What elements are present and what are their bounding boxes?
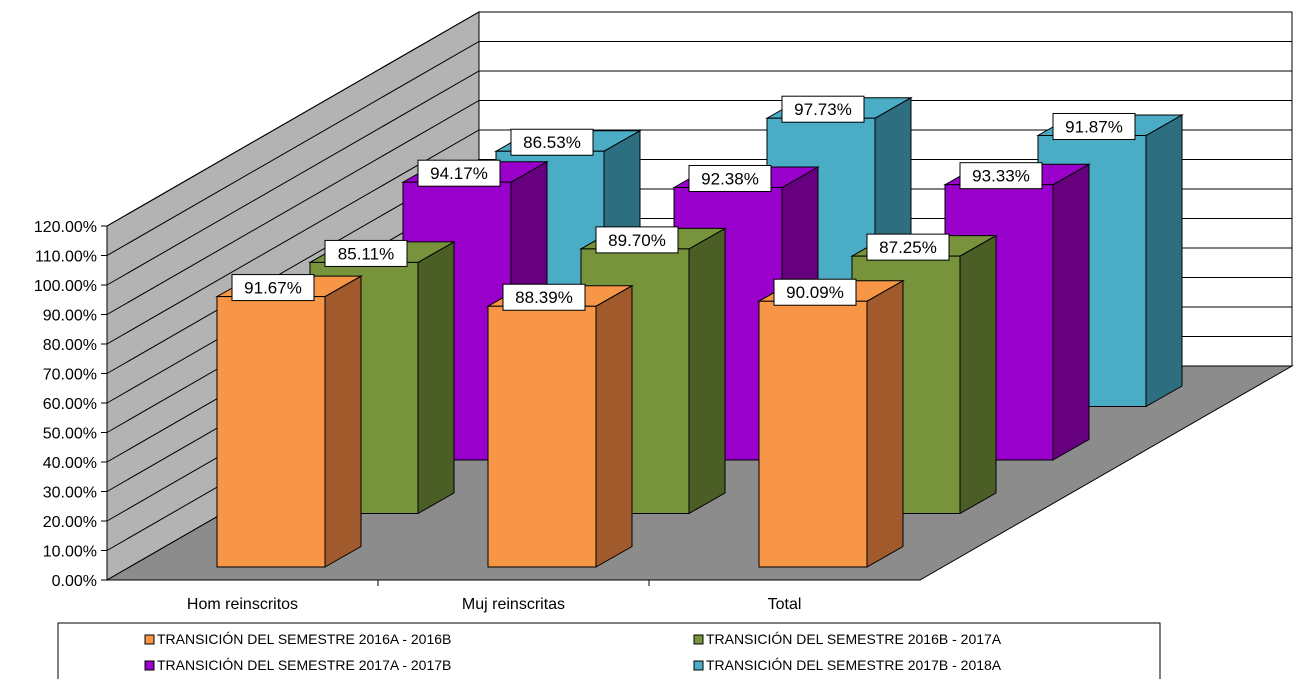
data-label-box [688,164,772,192]
bar-side [595,284,633,568]
legend-swatch [693,660,704,671]
data-label: 94.17% [417,159,501,187]
bar [757,279,905,568]
data-label-text: 91.87% [1065,117,1123,136]
x-tick-label: Hom reinscritos [187,596,298,613]
data-label-text: 87.25% [879,238,937,257]
data-label: 85.11% [324,239,408,267]
y-tick-label: 30.00% [43,485,97,502]
data-label-box [417,159,501,187]
y-tick-label: 0.00% [52,573,97,590]
bars: 86.53% 97.73% 91.87% 94.17% 92.38% 93.33% 85.1… [215,95,1184,568]
data-label-text: 89.70% [608,231,666,250]
legend-label: TRANSICIÓN DEL SEMESTRE 2017A - 2017B [157,657,451,673]
data-label-text: 92.38% [701,169,759,188]
gridline [106,129,1292,345]
legend-item: TRANSICIÓN DEL SEMESTRE 2016B - 2017A [693,631,1002,647]
bar-front [216,296,326,568]
y-tick-label: 70.00% [43,367,97,384]
bar-side [959,234,997,515]
y-tick-label: 100.00% [34,278,97,295]
y-tick-label: 80.00% [43,337,97,354]
y-tick-label: 110.00% [35,249,97,266]
bar [486,284,634,568]
y-tick-label: 20.00% [43,514,97,531]
bar [215,275,363,568]
y-tick-label: 90.00% [43,308,97,325]
data-label: 91.87% [1052,112,1136,140]
data-label: 91.67% [231,274,315,302]
legend-label: TRANSICIÓN DEL SEMESTRE 2017B - 2018A [706,657,1002,673]
bar-side [688,227,726,515]
data-label-box [231,274,315,302]
data-label: 92.38% [688,164,772,192]
gridline [106,100,1292,315]
data-label: 93.33% [959,162,1043,190]
legend-item: TRANSICIÓN DEL SEMESTRE 2017B - 2018A [693,657,1002,673]
data-label-text: 85.11% [338,244,394,263]
legend-swatch [693,634,704,645]
data-label-box [324,239,408,267]
data-label: 97.73% [781,95,865,123]
data-label-box [1052,112,1136,140]
data-label-text: 97.73% [794,100,852,119]
data-label-text: 86.53% [523,133,581,152]
legend-item: TRANSICIÓN DEL SEMESTRE 2017A - 2017B [144,657,451,673]
data-labels: 86.53% 97.73% 91.87% 94.17% 92.38% 93.33% 85.1… [231,95,1136,311]
data-label-text: 90.09% [786,283,844,302]
x-tick-label: Total [768,596,802,613]
data-label-text: 88.39% [515,288,573,307]
x-tick-label: Muj reinscritas [462,596,565,613]
data-label-box [773,278,857,306]
data-label-box [781,95,865,123]
x-axis-categories: Hom reinscritos Muj reinscritas Total [187,580,801,613]
y-axis-ticks: 0.00% 10.00% 20.00% 30.00% 40.00% 50.00% 60.00… [34,219,920,590]
data-label: 86.53% [510,128,594,156]
data-label-box [595,226,679,254]
data-label-box [502,283,586,311]
legend-swatch [144,634,155,645]
bar-front [758,300,868,568]
legend-label: TRANSICIÓN DEL SEMESTRE 2016A - 2016B [157,631,451,647]
bar-side [417,241,455,515]
legend-swatch [144,660,155,671]
bar-side [866,279,904,568]
data-label: 88.39% [502,283,586,311]
gridline [106,41,1292,256]
bar-front [487,305,597,568]
bar-side [1145,114,1183,408]
y-tick-label: 60.00% [43,396,97,413]
data-label: 87.25% [866,233,950,261]
y-tick-label: 10.00% [43,544,97,561]
bar-side [324,275,362,568]
y-tick-label: 120.00% [34,219,97,236]
data-label: 89.70% [595,226,679,254]
data-label-box [866,233,950,261]
data-label-text: 93.33% [972,167,1030,186]
bar-side [1052,163,1090,461]
legend-label: TRANSICIÓN DEL SEMESTRE 2016B - 2017A [706,631,1002,647]
data-label-box [959,162,1043,190]
y-tick-label: 40.00% [43,455,97,472]
gridline [106,11,1292,227]
y-tick-label: 50.00% [43,426,97,443]
legend-box [57,622,1161,679]
data-label: 90.09% [773,278,857,306]
data-label-text: 91.67% [244,279,302,298]
legend: TRANSICIÓN DEL SEMESTRE 2016A - 2016B TRA… [57,622,1161,679]
data-label-box [510,128,594,156]
legend-item: TRANSICIÓN DEL SEMESTRE 2016A - 2016B [144,631,451,647]
data-label-text: 94.17% [430,164,488,183]
gridline [106,70,1292,286]
